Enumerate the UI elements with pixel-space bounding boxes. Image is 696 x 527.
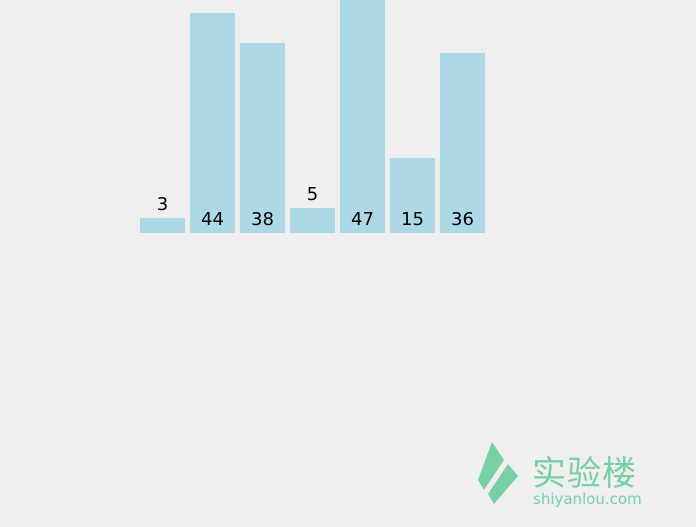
bar-3: [290, 208, 335, 233]
logo-url: shiyanlou.com: [533, 490, 642, 508]
bar-5: [390, 158, 435, 233]
data-label-1: 44: [201, 209, 224, 230]
logo-icon: [478, 442, 518, 504]
data-label-6: 36: [451, 209, 474, 230]
bars-group: [140, 0, 485, 233]
bar-6: [440, 53, 485, 233]
data-label-4: 47: [351, 209, 374, 230]
data-label-0: 3: [157, 194, 168, 215]
data-label-2: 38: [251, 209, 274, 230]
labels-group: 3 44 38 5 47 15 36: [157, 184, 474, 230]
bar-4: [340, 0, 385, 233]
bar-2: [240, 43, 285, 233]
data-label-3: 5: [307, 184, 318, 205]
bar-0: [140, 218, 185, 233]
logo-name: 实验楼: [532, 454, 637, 494]
bar-1: [190, 13, 235, 233]
data-label-5: 15: [401, 209, 424, 230]
